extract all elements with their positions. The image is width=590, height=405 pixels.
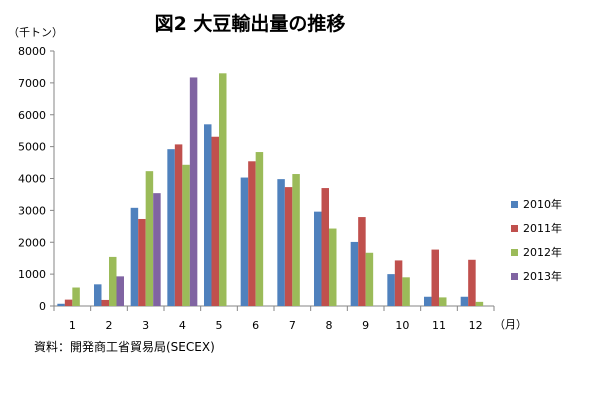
- bar-2011-2: [101, 299, 109, 306]
- x-tick-label: 7: [289, 319, 296, 332]
- bar-2011-9: [358, 217, 366, 306]
- x-tick-label: 8: [326, 319, 333, 332]
- chart-title: 図2 大豆輸出量の推移: [155, 12, 346, 35]
- bar-2013-2: [116, 276, 124, 306]
- x-tick-label: 1: [69, 319, 76, 332]
- x-tick-label: 10: [395, 319, 409, 332]
- bar-2011-8: [321, 188, 329, 306]
- bar-2010-8: [314, 211, 322, 306]
- legend-label: 2010年: [523, 197, 562, 211]
- bar-2012-10: [402, 277, 410, 306]
- bar-2010-10: [387, 274, 395, 306]
- y-tick-label: 8000: [18, 45, 46, 58]
- legend-label: 2012年: [523, 245, 562, 259]
- bar-2010-6: [240, 177, 249, 306]
- y-tick-label: 0: [39, 300, 46, 313]
- x-tick-label: 5: [216, 319, 223, 332]
- bar-2011-4: [174, 144, 183, 306]
- bar-2010-9: [350, 241, 359, 306]
- bar-2011-11: [431, 249, 439, 306]
- bar-2010-3: [130, 207, 139, 306]
- legend-swatch: [511, 225, 518, 232]
- legend-label: 2013年: [523, 269, 562, 283]
- bar-2012-12: [475, 301, 484, 306]
- x-tick-label: 11: [432, 319, 446, 332]
- bar-2012-2: [109, 256, 117, 306]
- bar-2011-6: [248, 161, 256, 306]
- x-tick-label: 2: [106, 319, 113, 332]
- source-note: 資料：開発商工省貿易局(SECEX): [34, 339, 215, 354]
- legend-swatch: [511, 249, 518, 256]
- x-tick-label: 12: [469, 319, 483, 332]
- bar-2010-4: [167, 149, 175, 306]
- bar-2010-2: [94, 284, 102, 306]
- y-tick-label: 2000: [18, 236, 46, 249]
- bar-2012-3: [145, 171, 154, 306]
- bar-2010-7: [277, 179, 285, 306]
- y-tick-label: 3000: [18, 204, 46, 217]
- bar-2011-7: [284, 187, 293, 306]
- bar-2012-5: [219, 73, 227, 306]
- bar-2011-3: [138, 218, 146, 306]
- bar-2012-11: [439, 297, 447, 306]
- bar-2012-9: [365, 252, 374, 306]
- bar-2012-6: [255, 152, 264, 306]
- bar-2010-5: [204, 124, 212, 306]
- x-tick-label: 4: [179, 319, 186, 332]
- bar-2012-4: [182, 164, 190, 306]
- legend-swatch: [511, 201, 518, 208]
- bar-2012-8: [329, 228, 337, 306]
- x-axis-unit: （月）: [494, 318, 527, 331]
- bar-2010-11: [424, 296, 432, 306]
- bar-2011-10: [394, 260, 403, 306]
- bar-2013-4: [189, 77, 198, 306]
- y-tick-label: 5000: [18, 141, 46, 154]
- x-tick-label: 3: [142, 319, 149, 332]
- y-tick-label: 7000: [18, 77, 46, 90]
- legend-label: 2011年: [523, 221, 562, 235]
- bar-2011-1: [64, 299, 73, 306]
- bar-2012-7: [292, 174, 300, 306]
- bar-2010-1: [57, 303, 65, 306]
- y-tick-label: 4000: [18, 173, 46, 186]
- legend-swatch: [511, 273, 518, 280]
- x-tick-label: 9: [362, 319, 369, 332]
- bar-2011-5: [211, 136, 219, 306]
- bar-2011-12: [468, 259, 476, 306]
- legend: 2010年 2011年 2012年 2013年: [511, 197, 562, 283]
- bar-2012-1: [72, 287, 80, 306]
- y-tick-label: 6000: [18, 109, 46, 122]
- y-axis-unit: （千トン）: [8, 26, 63, 39]
- y-tick-label: 1000: [18, 268, 46, 281]
- x-tick-label: 6: [252, 319, 259, 332]
- bar-2010-12: [460, 296, 469, 306]
- bar-2013-3: [153, 193, 161, 306]
